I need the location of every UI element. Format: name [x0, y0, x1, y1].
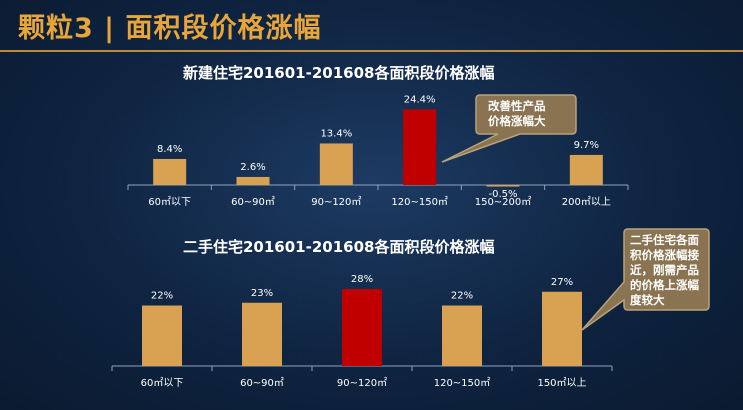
callout2-line: 二手住宅各面	[630, 233, 699, 247]
callout2-text: 二手住宅各面 积价格涨幅接 近，刚需产品 的价格上涨幅 度较大	[630, 233, 699, 308]
chart2-value-label: 27%	[551, 277, 573, 288]
title-bar: 颗粒3 | 面积段价格涨幅	[0, 0, 743, 52]
chart2-value-label: 28%	[351, 274, 373, 285]
chart2-category-label: 90~120㎡	[337, 377, 387, 389]
chart1-category-label: 60㎡以下	[148, 196, 191, 208]
callout2-line: 积价格涨幅接	[630, 248, 699, 262]
chart1-category-label: 200㎡以上	[562, 196, 611, 208]
chart2-value-label: 23%	[251, 288, 273, 299]
chart1-bar	[319, 143, 353, 185]
chart2-category-label: 120~150㎡	[434, 377, 491, 389]
chart2-bar	[342, 289, 382, 366]
page-title: 颗粒3 | 面积段价格涨幅	[18, 13, 322, 44]
chart1-value-label: -0.5%	[488, 189, 517, 200]
chart1-value-label: 24.4%	[404, 94, 436, 105]
chart1-category-label: 90~120㎡	[311, 196, 361, 208]
chart1-category-label: 120~150㎡	[391, 196, 448, 208]
callout1-text: 改善性产品 价格涨幅大	[488, 99, 546, 129]
chart2-bar	[142, 305, 182, 366]
chart1-bar	[403, 109, 437, 185]
callout1-line: 价格涨幅大	[488, 114, 546, 128]
chart2-value-label: 22%	[151, 291, 173, 302]
callout1-line: 改善性产品	[488, 99, 546, 113]
chart1-category-label: 150~200㎡	[475, 196, 532, 208]
chart1-category-label: 60~90㎡	[231, 196, 275, 208]
chart1-bar	[486, 185, 520, 187]
chart1-bar	[153, 158, 187, 185]
chart1-value-label: 13.4%	[320, 128, 352, 139]
chart2-bar	[242, 302, 282, 366]
chart2-bar	[542, 291, 582, 366]
callout2-line: 的价格上涨幅	[630, 278, 699, 292]
chart2-value-label: 22%	[451, 291, 473, 302]
callout2-line: 度较大	[630, 293, 665, 307]
chart1-value-label: 8.4%	[157, 144, 182, 155]
chart2-bar	[442, 305, 482, 366]
title-underline	[0, 50, 743, 52]
chart1-bar	[236, 176, 270, 185]
chart2-category-label: 150㎡以上	[537, 377, 586, 389]
callout2-line: 近，刚需产品	[630, 263, 699, 277]
chart2-category-label: 60~90㎡	[240, 377, 284, 389]
chart1-value-label: 9.7%	[574, 140, 599, 151]
chart2-title: 二手住宅201601-201608各面积段价格涨幅	[183, 238, 495, 256]
chart1-value-label: 2.6%	[240, 162, 265, 173]
chart2-category-label: 60㎡以下	[141, 377, 184, 389]
chart1-title: 新建住宅201601-201608各面积段价格涨幅	[183, 64, 495, 82]
